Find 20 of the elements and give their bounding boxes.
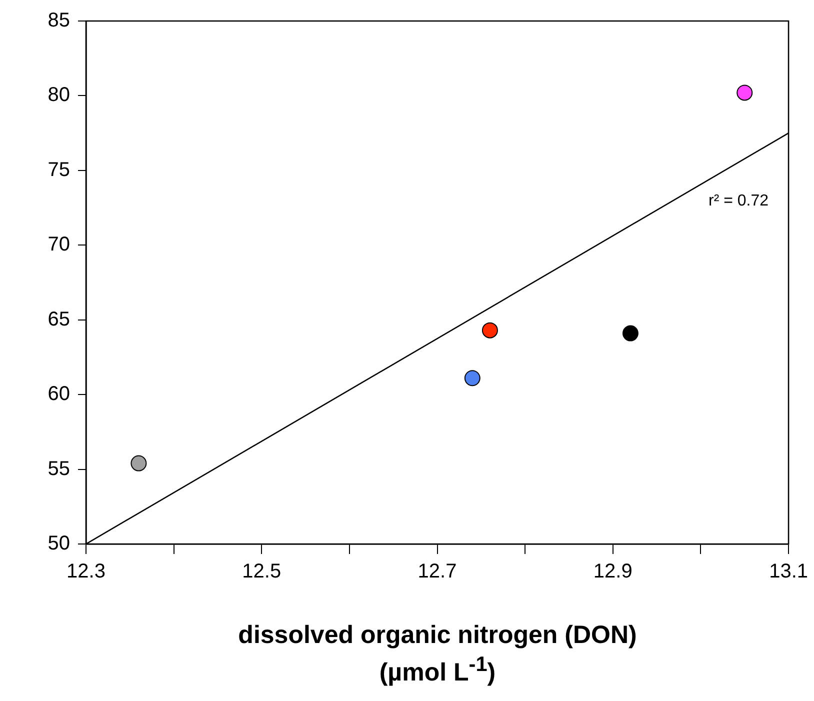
- x-axis-title: dissolved organic nitrogen (DON) (µmol L$^{-1}$): [237, 620, 638, 688]
- y-tick-label: 85: [48, 10, 70, 32]
- x-tick-label: 12.5: [242, 560, 282, 583]
- point: [130, 455, 147, 472]
- y-tick-label: 55: [48, 458, 70, 480]
- point: [482, 322, 498, 338]
- point: [736, 84, 753, 101]
- y-tick-label: 75: [48, 158, 70, 181]
- annotation: r² = 0.72: [708, 192, 769, 210]
- y-tick-label: 70: [48, 234, 70, 256]
- point: [622, 325, 638, 342]
- y-tick-label: 80: [48, 84, 70, 106]
- x-tick-label: 13.1: [769, 560, 808, 583]
- y-tick-label: 60: [48, 383, 70, 406]
- x-tick-label: 12.7: [418, 560, 457, 583]
- x-tick-label: 12.9: [593, 560, 632, 583]
- x-tick-label: 12.3: [66, 560, 106, 583]
- y-tick-label: 65: [48, 308, 70, 330]
- y-tick-label: 50: [48, 532, 70, 555]
- point: [464, 370, 480, 386]
